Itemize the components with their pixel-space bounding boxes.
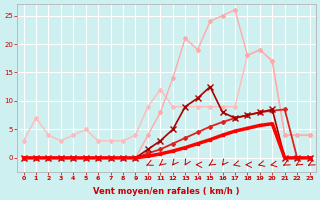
X-axis label: Vent moyen/en rafales ( km/h ): Vent moyen/en rafales ( km/h ) — [93, 187, 240, 196]
